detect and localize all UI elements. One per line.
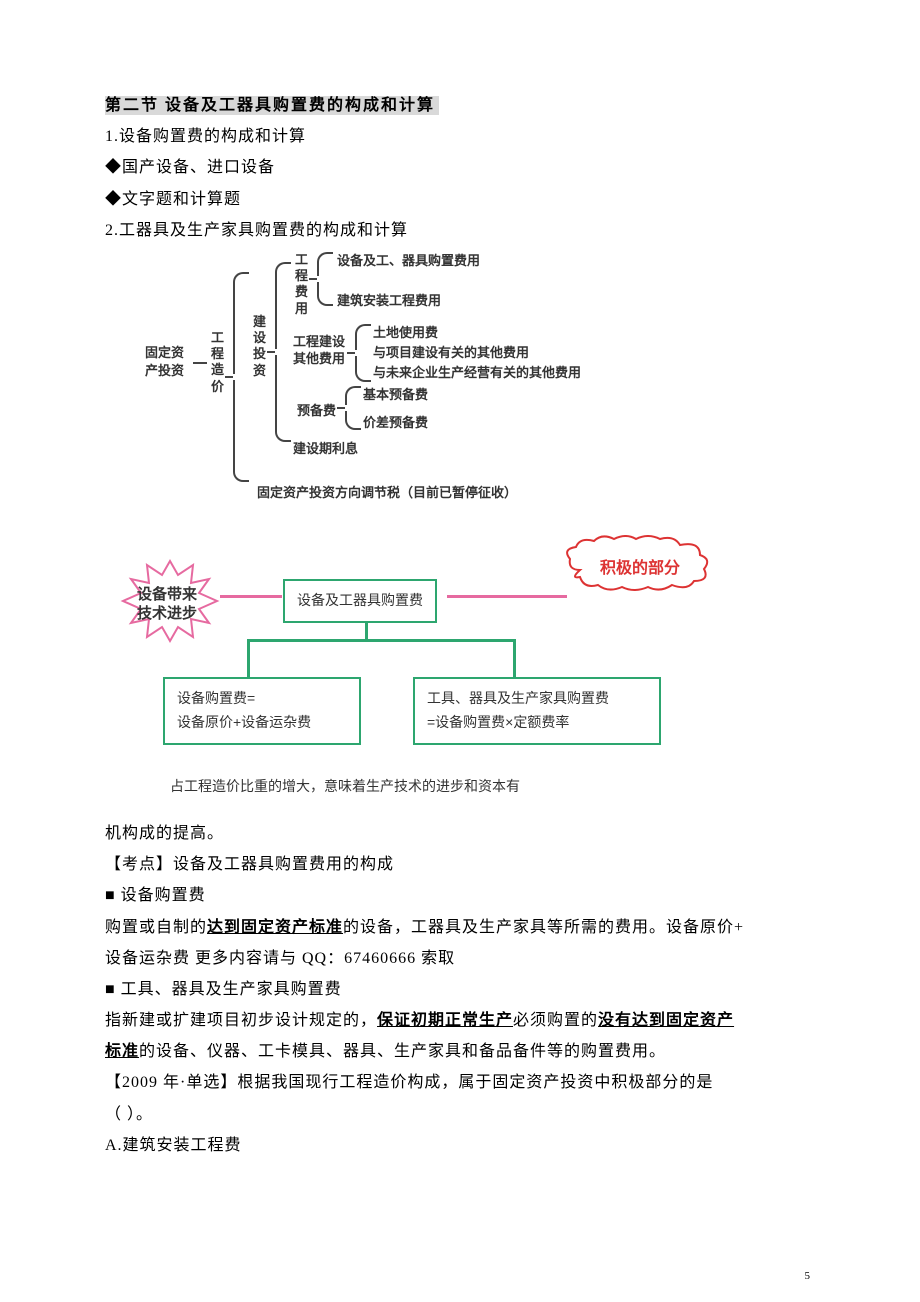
- line-2: ◆国产设备、进口设备: [105, 152, 815, 183]
- line-3: ◆文字题和计算题: [105, 184, 815, 215]
- body-b9: 【2009 年·单选】根据我国现行工程造价构成，属于固定资产投资中积极部分的是: [105, 1067, 815, 1098]
- page-number: 5: [805, 1270, 811, 1282]
- starburst: 设备带来技术进步: [115, 557, 225, 645]
- b7c: 必须购置的: [513, 1012, 598, 1029]
- d1-n4c-c1: 价差预备费: [363, 410, 428, 435]
- box-right: 工具、器具及生产家具购置费 =设备购置费×定额费率: [413, 677, 661, 745]
- cloud-text: 积极的部分: [600, 553, 680, 584]
- section-heading: 第二节 设备及工器具购置费的构成和计算: [105, 90, 815, 121]
- line-4: 2.工器具及生产家具购置费的构成和计算: [105, 215, 815, 246]
- box-left-l2: 设备原价+设备运杂费: [177, 711, 347, 735]
- box-right-l1: 工具、器具及生产家具购置费: [427, 687, 647, 711]
- d1-n4d: 建设期利息: [293, 436, 358, 461]
- b4b: 达到固定资产标准: [207, 919, 343, 936]
- document-page: 第二节 设备及工器具购置费的构成和计算 1.设备购置费的构成和计算 ◆国产设备、…: [0, 0, 920, 1201]
- b7b: 保证初期正常生产: [377, 1012, 513, 1029]
- body-b1: 机构成的提高。: [105, 818, 815, 849]
- diagram-flow: 设备带来技术进步 设备及工器具购置费 积极的部分 设备购置费= 设备原价+设备运…: [115, 535, 815, 810]
- star-text: 设备带来技术进步: [137, 585, 197, 624]
- body-b6: ■ 工具、器具及生产家具购置费: [105, 974, 815, 1005]
- body-b8: 标准的设备、仪器、工卡模具、器具、生产家具和备品备件等的购置费用。: [105, 1036, 815, 1067]
- d1-n2: 工程造价: [211, 330, 224, 395]
- body-b7: 指新建或扩建项目初步设计规定的，保证初期正常生产必须购置的没有达到固定资产: [105, 1005, 815, 1036]
- b8b: 的设备、仪器、工卡模具、器具、生产家具和备品备件等的购置费用。: [139, 1043, 666, 1060]
- cloud: 积极的部分: [560, 535, 715, 595]
- box-left-l1: 设备购置费=: [177, 687, 347, 711]
- body-b10: （ ）。: [105, 1099, 815, 1130]
- d1-n5: 固定资产投资方向调节税（目前已暂停征收）: [257, 480, 517, 505]
- body-b11: A.建筑安装工程费: [105, 1130, 815, 1161]
- box-left: 设备购置费= 设备原价+设备运杂费: [163, 677, 361, 745]
- b4a: 购置或自制的: [105, 919, 207, 936]
- d1-root: 固定资产投资: [145, 344, 184, 380]
- b7d: 没有达到固定资产: [598, 1012, 734, 1029]
- b8a: 标准: [105, 1043, 139, 1060]
- body-b2: 【考点】设备及工器具购置费用的构成: [105, 849, 815, 880]
- d1-n4b: 工程建设其他费用: [293, 334, 345, 368]
- diagram-bracket-tree: 固定资产投资 工程造价 建设投资 工程费用 设备及工、器具购置费用 建筑安装工程…: [145, 252, 815, 517]
- box-top: 设备及工器具购置费: [283, 579, 437, 623]
- body-b5: 设备运杂费 更多内容请与 QQ：67460666 索取: [105, 943, 815, 974]
- b4c: 的设备，工器具及生产家具等所需的费用。设备原价+: [343, 919, 744, 936]
- body-b3: ■ 设备购置费: [105, 880, 815, 911]
- d1-n4c-c0: 基本预备费: [363, 382, 428, 407]
- d1-n4a-c1: 建筑安装工程费用: [337, 288, 441, 313]
- section-title: 第二节 设备及工器具购置费的构成和计算: [105, 96, 439, 115]
- box-right-l2: =设备购置费×定额费率: [427, 711, 647, 735]
- body-b4: 购置或自制的达到固定资产标准的设备，工器具及生产家具等所需的费用。设备原价+: [105, 912, 815, 943]
- d1-n4a-c0: 设备及工、器具购置费用: [337, 248, 480, 273]
- line-1: 1.设备购置费的构成和计算: [105, 121, 815, 152]
- b7a: 指新建或扩建项目初步设计规定的，: [105, 1012, 377, 1029]
- diagram-caption: 占工程造价比重的增大，意味着生产技术的进步和资本有: [170, 773, 520, 800]
- d1-n4c: 预备费: [297, 398, 336, 423]
- d1-n4a: 工程费用: [295, 252, 308, 317]
- d1-n3: 建设投资: [253, 314, 266, 379]
